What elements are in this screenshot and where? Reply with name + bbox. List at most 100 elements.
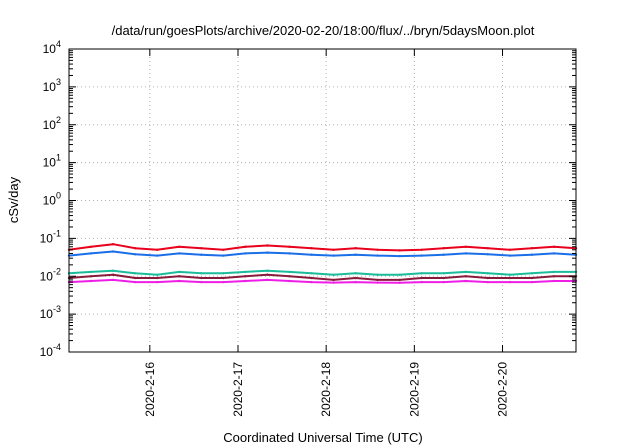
y-tick-label: 10-4 [40,342,61,359]
data-point [178,279,181,283]
data-point [332,273,335,276]
series-group [67,243,578,284]
data-point [222,272,225,275]
data-point [376,273,379,276]
series-line-5 [68,278,576,284]
data-point [222,276,225,280]
series-line-1 [68,243,577,252]
data-point [200,280,203,284]
data-point [178,270,181,274]
data-point [244,275,247,278]
chart-title: /data/run/goesPlots/archive/2020-02-20/1… [112,23,535,38]
data-point [288,252,291,255]
y-axis: 10-4 10-3 10-2 10-1 100 101 102 103 104 [40,39,576,359]
data-point [244,279,247,283]
data-point [111,278,115,282]
data-point [200,247,203,250]
data-point [288,275,291,278]
data-point [332,254,335,257]
data-point [530,272,534,275]
data-point [89,252,93,255]
data-point [486,253,489,256]
x-tick-label: 2020-2-19 [407,362,421,417]
x-tick-label: 2020-2-17 [231,362,245,417]
data-point [89,279,93,283]
data-point [486,280,489,284]
data-point [376,278,379,282]
data-point [552,245,556,248]
data-point [398,249,401,252]
data-point [464,275,467,278]
data-point [266,251,269,254]
data-point [354,280,357,284]
data-point [354,272,357,275]
data-point [354,253,357,256]
data-point [156,280,159,284]
data-point [156,273,159,276]
data-point [486,276,489,280]
y-tick-label: 10-1 [40,228,61,245]
data-point [332,248,335,251]
data-point [376,248,379,251]
data-point [530,247,534,250]
data-point [133,272,137,275]
data-point [464,252,467,255]
data-point [310,247,313,250]
data-point [442,272,445,275]
data-point [310,280,313,284]
data-point [420,254,423,257]
data-point [222,248,225,251]
data-point [288,270,291,274]
data-point [420,272,423,275]
data-point [133,253,137,256]
x-tick-label: 2020-2-20 [496,362,510,417]
data-point [464,270,467,274]
data-point [310,272,313,275]
data-point [508,280,512,284]
data-point [111,269,115,272]
data-point [486,247,489,250]
y-axis-label: cSv/day [6,176,21,223]
data-point [508,248,512,251]
data-point [552,270,556,274]
x-tick-label: 2020-2-16 [143,362,157,417]
x-axis: 2020-2-16 2020-2-17 2020-2-18 2020-2-19 2020… [143,49,510,417]
data-point [398,281,401,284]
data-point [332,278,335,282]
data-point [89,245,93,248]
data-point [530,280,534,284]
data-point [266,244,269,247]
data-point [266,278,269,282]
data-point [508,273,512,276]
y-tick-label: 101 [43,153,61,170]
data-point [244,270,247,274]
data-point [464,245,467,248]
data-point [442,280,445,284]
data-point [552,275,556,278]
y-tick-label: 10-3 [40,304,61,321]
data-point [178,275,181,278]
data-point [111,273,115,276]
data-point [398,273,401,276]
data-point [464,279,467,283]
data-point [508,276,512,280]
data-point [178,245,181,248]
data-point [420,276,423,280]
data-point [133,247,137,250]
y-tick-label: 100 [43,191,61,208]
data-point [376,254,379,257]
data-point [133,280,137,284]
data-point [178,252,181,255]
data-point [398,254,401,258]
series-line-4 [68,273,576,281]
data-point [200,272,203,275]
data-point [266,269,269,272]
data-point [552,252,556,255]
data-point [332,281,335,284]
x-tick-label: 2020-2-18 [319,362,333,417]
data-point [266,273,269,276]
data-point [244,245,247,248]
data-point [156,254,159,257]
data-point [354,247,357,250]
